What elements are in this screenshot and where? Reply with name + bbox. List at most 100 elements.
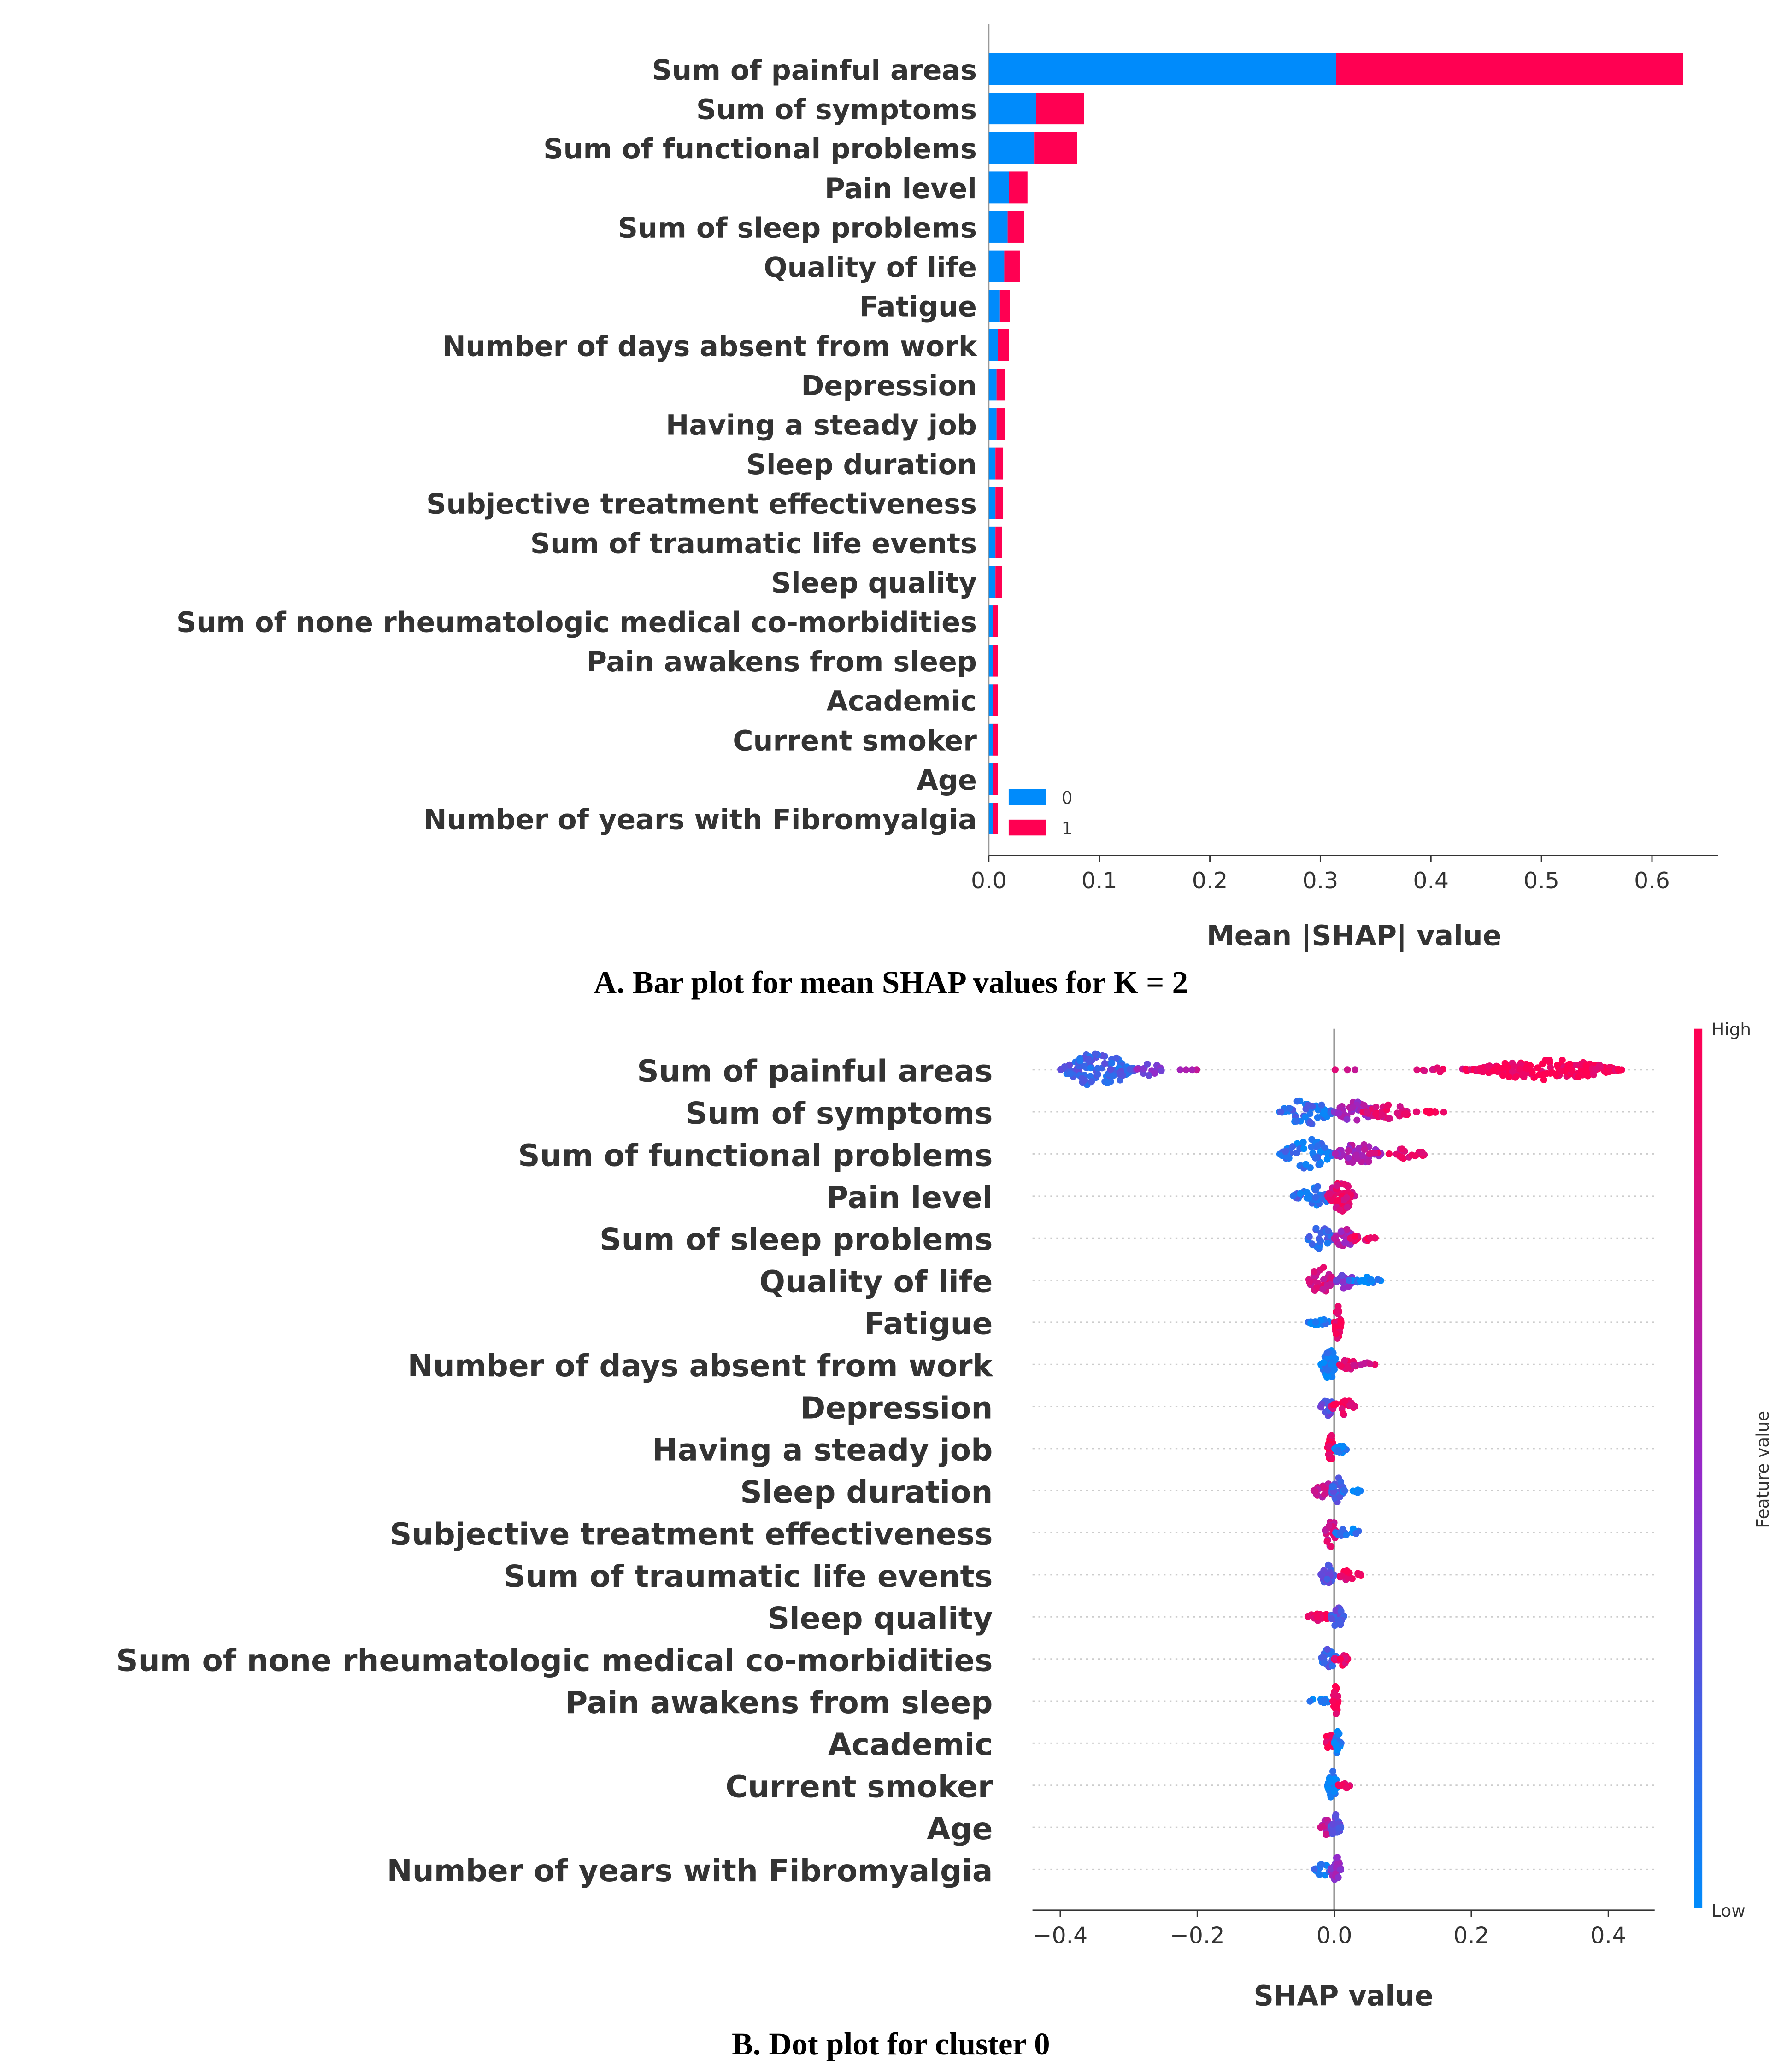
shap-point bbox=[1331, 1234, 1338, 1242]
shap-point bbox=[1357, 1570, 1364, 1578]
shap-point bbox=[1331, 1401, 1338, 1409]
shap-point bbox=[1329, 1767, 1337, 1775]
shap-point bbox=[1341, 1239, 1348, 1246]
shap-point bbox=[1318, 1101, 1325, 1109]
shap-point bbox=[1144, 1060, 1151, 1068]
shap-point bbox=[1546, 1057, 1553, 1064]
shap-point bbox=[1346, 1277, 1353, 1284]
shap-point bbox=[1293, 1098, 1301, 1105]
shap-point bbox=[1311, 1866, 1318, 1873]
shap-point bbox=[1092, 1050, 1099, 1057]
bar-class-0 bbox=[988, 132, 1035, 164]
shap-point bbox=[1325, 1450, 1333, 1457]
shap-point bbox=[1334, 1447, 1341, 1454]
shap-point bbox=[1317, 1571, 1325, 1578]
shap-point bbox=[1352, 1066, 1359, 1074]
shap-point bbox=[1309, 1103, 1316, 1110]
bar-class-0 bbox=[988, 566, 996, 598]
shap-point bbox=[1540, 1076, 1547, 1084]
shap-point bbox=[1318, 1698, 1325, 1705]
shap-point bbox=[1345, 1283, 1352, 1290]
x-tick-label: −0.2 bbox=[1170, 1923, 1225, 1949]
shap-point bbox=[1337, 1362, 1345, 1370]
shap-point bbox=[1355, 1145, 1363, 1152]
shap-point bbox=[1306, 1278, 1313, 1285]
shap-point bbox=[1320, 1276, 1327, 1283]
shap-point bbox=[1094, 1071, 1101, 1078]
shap-point bbox=[1605, 1068, 1613, 1075]
shap-point bbox=[1504, 1063, 1511, 1071]
shap-point bbox=[1331, 1066, 1339, 1074]
bar-class-1 bbox=[1036, 93, 1084, 125]
bar-class-1 bbox=[995, 526, 1002, 558]
shap-point bbox=[1349, 1159, 1356, 1166]
shap-point bbox=[1310, 1487, 1317, 1494]
shap-point bbox=[1396, 1153, 1404, 1160]
shap-point bbox=[1158, 1067, 1165, 1074]
shap-point bbox=[1333, 1276, 1340, 1284]
feature-label: Depression bbox=[801, 370, 977, 402]
feature-label: Having a steady job bbox=[652, 1432, 993, 1468]
bar-class-0 bbox=[988, 803, 993, 835]
bar-class-0 bbox=[988, 329, 998, 361]
feature-label: Quality of life bbox=[759, 1264, 993, 1299]
shap-point bbox=[1323, 1831, 1330, 1838]
shap-point bbox=[1345, 1363, 1352, 1371]
shap-point bbox=[1331, 1323, 1339, 1331]
feature-label: Current smoker bbox=[725, 1769, 993, 1805]
shap-point bbox=[1582, 1068, 1589, 1076]
bar-class-0 bbox=[988, 53, 1336, 85]
bar-class-0 bbox=[988, 171, 1009, 204]
shap-point bbox=[1325, 1561, 1332, 1569]
shap-point bbox=[1293, 1117, 1300, 1125]
shap-point bbox=[1303, 1189, 1311, 1196]
bar-chart-mean-shap: 0.0 0.1 0.2 0.3 0.4 0.5 0.6 Sum of painful area… bbox=[176, 24, 1718, 894]
shap-point bbox=[1338, 1272, 1346, 1279]
shap-point bbox=[1484, 1063, 1492, 1070]
shap-point bbox=[1329, 1483, 1337, 1490]
shap-point bbox=[1329, 1820, 1336, 1828]
shap-point bbox=[1340, 1486, 1348, 1494]
shap-point bbox=[1354, 1489, 1361, 1496]
shap-point bbox=[1366, 1360, 1374, 1368]
shap-point bbox=[1372, 1110, 1379, 1118]
shap-point bbox=[1331, 1704, 1339, 1712]
shap-point bbox=[1312, 1193, 1319, 1201]
shap-point bbox=[1312, 1154, 1319, 1162]
x-tick-label: −0.4 bbox=[1033, 1923, 1088, 1949]
shap-point bbox=[1305, 1194, 1312, 1202]
feature-label: Sum of none rheumatologic medical co-mor… bbox=[116, 1643, 993, 1678]
bar-class-1 bbox=[995, 447, 1004, 480]
shap-point bbox=[1366, 1150, 1373, 1157]
feature-label: Sum of symptoms bbox=[685, 1096, 993, 1131]
shap-point bbox=[1334, 1854, 1341, 1861]
x-tick-label: 0.3 bbox=[1303, 868, 1339, 894]
feature-label: Sum of functional problems bbox=[518, 1138, 993, 1173]
feature-label: Sleep quality bbox=[771, 567, 977, 599]
shap-point bbox=[1320, 1110, 1327, 1117]
shap-point bbox=[1323, 1576, 1331, 1583]
x-tick-label: 0.4 bbox=[1590, 1923, 1626, 1949]
shap-point bbox=[1378, 1111, 1385, 1119]
shap-point bbox=[1317, 1160, 1324, 1168]
shap-point bbox=[1305, 1233, 1313, 1240]
feature-label: Having a steady job bbox=[666, 409, 977, 441]
shap-point bbox=[1346, 1402, 1354, 1409]
shap-point bbox=[1337, 1655, 1344, 1663]
shap-point bbox=[1353, 1116, 1361, 1124]
shap-point bbox=[1336, 1493, 1344, 1500]
feature-label: Pain awakens from sleep bbox=[587, 646, 977, 678]
shap-point bbox=[1341, 1357, 1348, 1364]
shap-point bbox=[1341, 1180, 1348, 1188]
bar-class-1 bbox=[993, 605, 998, 637]
shap-point bbox=[1372, 1104, 1380, 1111]
bar-class-1 bbox=[996, 369, 1005, 401]
shap-point bbox=[1413, 1108, 1420, 1115]
bar-class-0 bbox=[988, 645, 993, 677]
shap-point bbox=[1462, 1065, 1470, 1073]
shap-point bbox=[1343, 1784, 1350, 1792]
feature-label: Quality of life bbox=[764, 252, 977, 284]
shap-point bbox=[1334, 1693, 1341, 1700]
feature-label: Sum of traumatic life events bbox=[504, 1559, 993, 1594]
shap-point bbox=[1282, 1148, 1289, 1155]
